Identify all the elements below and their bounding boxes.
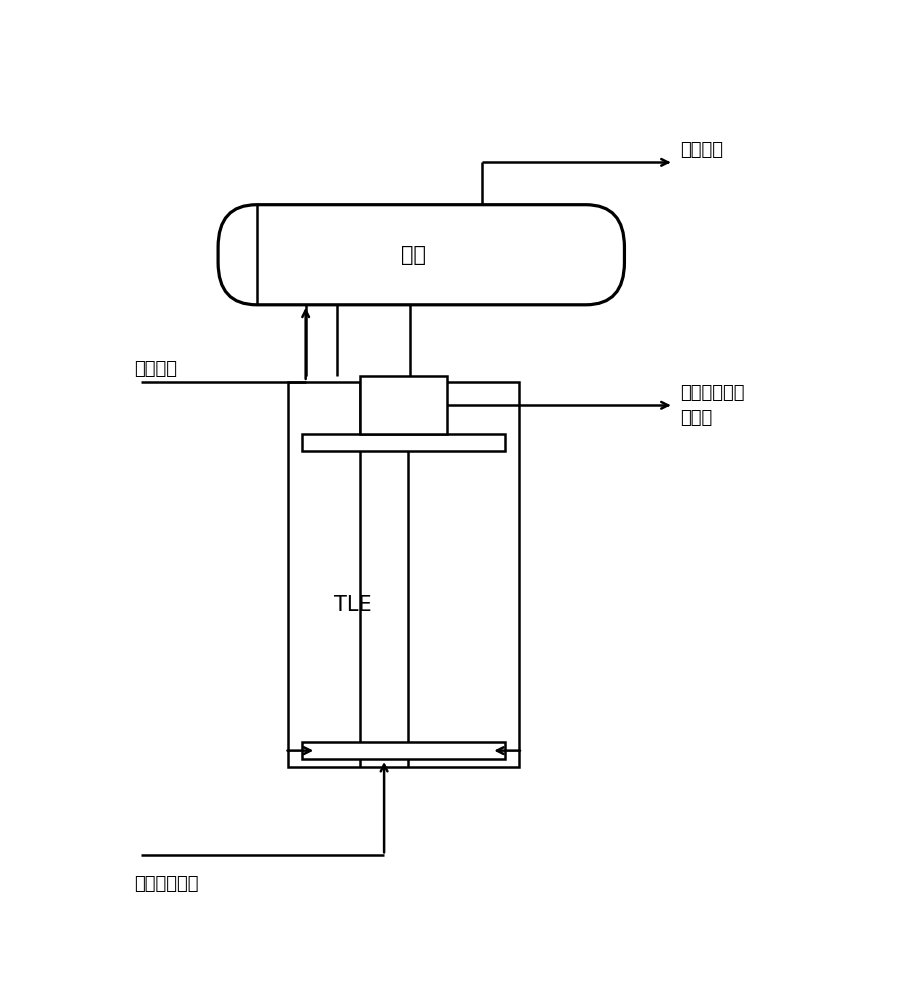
Bar (288, 382, 518, 767)
Bar (302, 434, 505, 451)
Text: TLE: TLE (334, 595, 371, 615)
Text: 锅炉给水: 锅炉给水 (134, 360, 177, 378)
Bar (359, 376, 446, 434)
Bar (302, 742, 505, 759)
Text: 汽包: 汽包 (400, 245, 425, 265)
Text: 饱和蜀汽: 饱和蜀汽 (680, 140, 722, 158)
Text: 冷却后裂解气
混合物: 冷却后裂解气 混合物 (680, 384, 744, 427)
Text: 裂解气混合物: 裂解气混合物 (134, 875, 199, 893)
FancyBboxPatch shape (218, 205, 624, 305)
